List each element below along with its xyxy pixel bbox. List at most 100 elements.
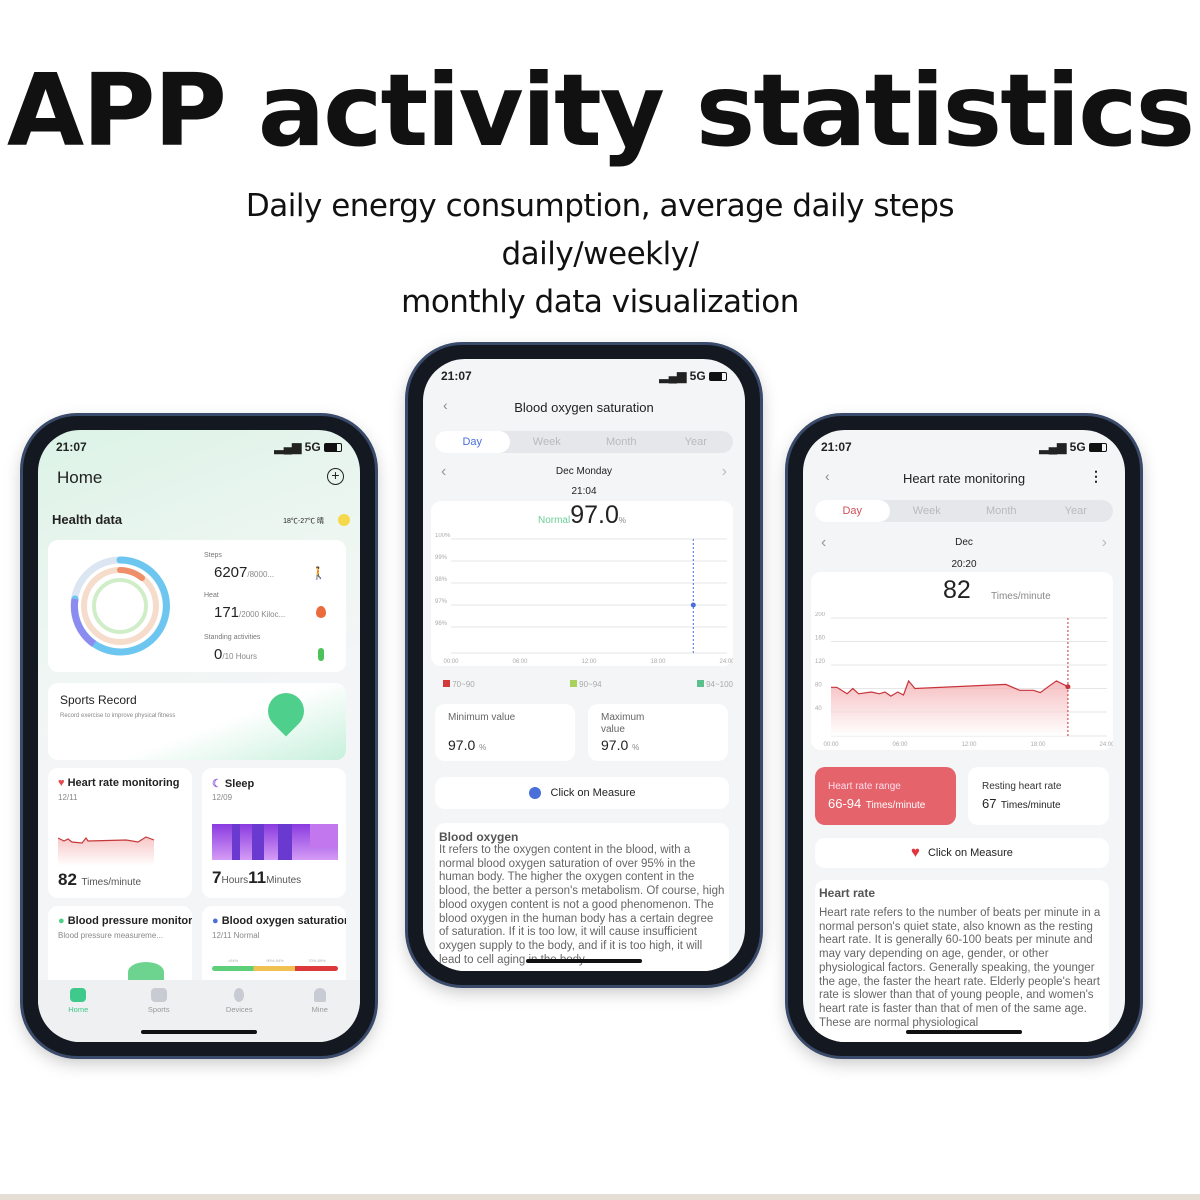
prev-date-icon[interactable]: ‹: [441, 463, 447, 480]
heat-ring: [117, 567, 145, 581]
network-label: 5G: [1069, 440, 1086, 454]
status-normal: Normal: [537, 515, 571, 526]
standing-value: 0: [214, 646, 223, 663]
status-bar: 21:07 ▂▄▆ 5G: [56, 440, 342, 454]
phone-blood-oxygen: 21:07 ▂▄▆ 5G ‹ Blood oxygen saturation Da…: [408, 345, 760, 985]
sports-record-card[interactable]: Sports Record Record exercise to improve…: [48, 683, 346, 760]
back-icon[interactable]: ‹: [825, 468, 830, 484]
range-unit: Times/minute: [865, 800, 926, 811]
resting-unit: Times/minute: [1000, 800, 1061, 811]
y-tick-label: 99%: [435, 555, 448, 561]
heart-rate-card[interactable]: ♥ Heart rate monitoring 12/11 82 Times/m…: [48, 768, 192, 898]
legend-label: 90~94: [579, 680, 602, 689]
sleep-card[interactable]: ☾ Sleep 12/09 7Hours11Minutes: [202, 768, 346, 898]
battery-icon: [324, 443, 342, 453]
resting-value: 67: [982, 796, 997, 811]
period-week[interactable]: Week: [532, 436, 561, 448]
battery-icon: [709, 372, 727, 382]
plus-circle-icon[interactable]: +: [327, 468, 344, 485]
heart-rate-line: [831, 679, 1069, 697]
heart-rate-date: 12/11: [58, 793, 78, 802]
person-icon: [313, 988, 326, 1002]
signal-icon: ▂▄▆: [659, 369, 690, 383]
y-tick-label: 120: [815, 659, 826, 665]
steps-label: Steps: [204, 552, 222, 559]
next-date-icon[interactable]: ›: [721, 463, 727, 480]
prev-date-icon[interactable]: ‹: [821, 534, 827, 551]
heart-rate-range-card: Heart rate range 66-94 Times/minute: [815, 767, 956, 825]
unit: %: [479, 743, 487, 752]
weather-text: 18℃-27℃ 晴: [283, 518, 324, 525]
more-icon[interactable]: ⋮: [1089, 468, 1103, 484]
clock: 21:07: [56, 440, 87, 454]
signal-icon: ▂▄▆: [274, 440, 305, 454]
phone-home: 21:07 ▂▄▆ 5G Home + Health data 18℃-27℃ 晴…: [23, 416, 375, 1056]
reading-time: 20:20: [951, 559, 977, 570]
x-tick-label: 18:00: [650, 659, 666, 663]
shoe-icon: [150, 988, 167, 1002]
maximum-value: 97.0: [601, 737, 629, 753]
period-month[interactable]: Month: [605, 436, 637, 448]
sleep-chart: [212, 824, 338, 860]
clock: 21:07: [441, 369, 472, 383]
period-year[interactable]: Year: [684, 436, 707, 448]
heart-rate-line-chart: 200 160 120 80 40 00:00 06:00 12:00 18:00 24:00: [815, 612, 1113, 748]
status-bar: 21:07 ▂▄▆ 5G: [821, 440, 1107, 454]
tab-label: Home: [68, 1005, 89, 1014]
blood-pressure-chart: [128, 962, 164, 982]
back-icon[interactable]: ‹: [443, 397, 448, 413]
info-text: It refers to the oxygen content in the b…: [439, 844, 725, 966]
tab-home[interactable]: Home: [38, 984, 119, 1042]
measure-button[interactable]: Click on Measure: [435, 777, 729, 809]
measure-button[interactable]: ♥ Click on Measure: [815, 838, 1109, 868]
maximum-value-card: Maximum value 97.0 %: [588, 704, 728, 761]
y-tick-label: 40: [815, 706, 822, 712]
y-tick-label: 200: [815, 612, 826, 618]
standing-goal: /10 Hours: [222, 652, 258, 661]
info-card: Blood oxygen It refers to the oxygen con…: [435, 823, 729, 971]
next-date-icon[interactable]: ›: [1101, 534, 1107, 551]
unit: %: [632, 743, 640, 752]
info-title: Blood oxygen: [439, 830, 519, 844]
phone-heart-rate: 21:07 ▂▄▆ 5G ‹ Heart rate monitoring ⋮ Da…: [788, 416, 1140, 1056]
oxygen-chart-card: Normal97.0% 100% 99% 98% 97% 96% 00:00 06:00 12…: [431, 501, 733, 666]
sleep-hours-unit: Hours: [221, 875, 249, 886]
tab-devices[interactable]: Devices: [199, 984, 280, 1042]
oxygen-legend: 70~90 90~94 94~100: [443, 680, 733, 689]
minimum-value: 97.0: [448, 737, 476, 753]
period-day[interactable]: Day: [435, 431, 510, 453]
oxygen-icon: ●: [212, 915, 222, 927]
screen-title: Heart rate monitoring: [902, 471, 1026, 486]
legend-label: 70~90: [452, 680, 475, 689]
x-tick-label: 12:00: [581, 659, 597, 663]
tab-mine[interactable]: Mine: [280, 984, 361, 1042]
info-title: Heart rate: [819, 886, 876, 900]
period-year[interactable]: Year: [1064, 505, 1087, 517]
screen-title: Blood oxygen saturation: [514, 400, 654, 415]
period-segmented-control: Day Week Month Year: [815, 500, 1113, 522]
scale-label: 90%-94%: [266, 958, 284, 963]
heat-value: 171: [214, 604, 240, 621]
data-point: [690, 602, 696, 608]
period-day[interactable]: Day: [815, 500, 890, 522]
y-tick-label: 80: [815, 683, 822, 689]
home-indicator: [141, 1030, 257, 1034]
date-label: Dec Monday: [555, 466, 613, 477]
x-tick-label: 12:00: [961, 742, 977, 748]
standing-ring: [92, 578, 148, 634]
blood-oxygen-subtitle: 12/11 Normal: [212, 931, 260, 940]
home-indicator: [906, 1030, 1022, 1034]
scale-label: >94%: [227, 958, 239, 963]
heart-pulse-icon: ♥: [911, 844, 920, 862]
period-week[interactable]: Week: [912, 505, 941, 517]
minimum-label: Minimum value: [448, 712, 516, 723]
info-card: Heart rate Heart rate refers to the numb…: [815, 880, 1109, 1042]
oxygen-value: 97.0: [570, 501, 619, 529]
period-month[interactable]: Month: [985, 505, 1017, 517]
network-label: 5G: [304, 440, 321, 454]
legend-item: 70~90: [443, 680, 475, 689]
health-data-card[interactable]: Steps 6207/8000... 🚶 Heat 171/2000 Kiloc…: [48, 540, 346, 672]
tab-sports[interactable]: Sports: [119, 984, 200, 1042]
y-tick-label: 98%: [435, 577, 448, 583]
heart-rate-title: Heart rate monitoring: [67, 777, 180, 789]
